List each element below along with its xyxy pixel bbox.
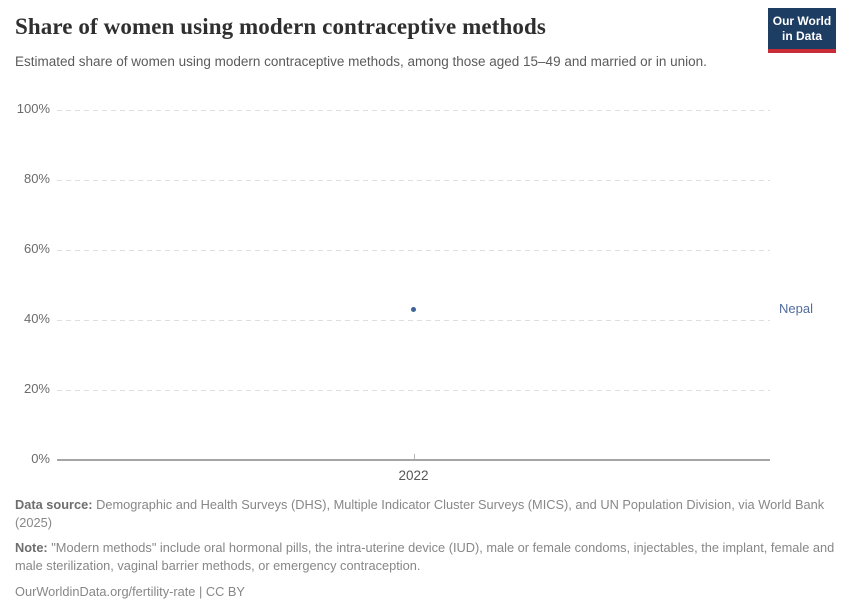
data-point-nepal	[411, 307, 416, 312]
y-tick-label-60: 60%	[23, 241, 50, 256]
note-label: Note:	[15, 540, 48, 556]
chart-footer: Data source: Demographic and Health Surv…	[15, 496, 837, 600]
y-tick-label-80: 80%	[23, 171, 50, 186]
gridline-40	[57, 320, 770, 321]
y-tick-label-100: 100%	[16, 101, 50, 116]
x-axis-line	[57, 459, 770, 461]
y-axis-labels: 0% 20% 40% 60% 80% 100%	[0, 101, 50, 466]
owid-logo[interactable]: Our World in Data	[768, 8, 836, 53]
chart-subtitle: Estimated share of women using modern co…	[15, 54, 707, 69]
y-tick-label-40: 40%	[23, 311, 50, 326]
data-source-line: Data source: Demographic and Health Surv…	[15, 496, 837, 532]
license-link[interactable]: OurWorldinData.org/fertility-rate | CC B…	[15, 583, 245, 599]
x-tick-label: 2022	[398, 468, 429, 483]
note-text: "Modern methods" include oral hormonal p…	[15, 540, 835, 574]
y-tick-label-20: 20%	[23, 381, 50, 396]
owid-logo-red-bar	[768, 49, 836, 53]
gridline-60	[57, 250, 770, 251]
data-source-label: Data source:	[15, 497, 93, 512]
plot-area: 2022 Nepal	[57, 110, 813, 483]
gridline-100	[57, 110, 770, 111]
page-title: Share of women using modern contraceptiv…	[15, 14, 546, 39]
note-line: Note: "Modern methods" include oral horm…	[15, 539, 837, 575]
data-source-text: Demographic and Health Surveys (DHS), Mu…	[15, 497, 825, 531]
owid-logo-line1: Our World	[772, 14, 832, 28]
owid-logo-text: Our World in Data	[768, 8, 836, 49]
x-axis-tick	[413, 454, 415, 459]
y-tick-label-0: 0%	[31, 451, 50, 466]
gridline-80	[57, 180, 770, 181]
owid-logo-line2: in Data	[781, 29, 822, 43]
gridline-20	[57, 390, 770, 391]
entity-label-nepal: Nepal	[779, 300, 813, 316]
